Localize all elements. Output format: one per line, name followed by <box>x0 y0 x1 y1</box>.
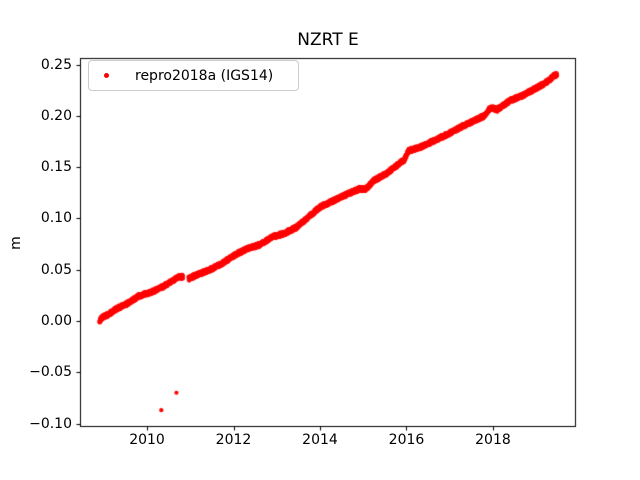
x-tick-label: 2016 <box>388 432 425 448</box>
y-tick-label: 0.05 <box>40 261 72 278</box>
y-tick-label: −0.10 <box>29 415 72 432</box>
legend-label: repro2018a (IGS14) <box>135 67 274 84</box>
x-tick-label: 2010 <box>129 432 165 448</box>
x-tick-label: 2018 <box>475 432 511 448</box>
legend-marker-dot-icon <box>104 73 109 78</box>
y-tick-label: −0.05 <box>29 364 72 381</box>
x-tick-label: 2012 <box>215 432 252 448</box>
y-tick-label: 0.10 <box>40 210 72 227</box>
chart-title: NZRT E <box>297 30 359 50</box>
y-tick-label: 0.15 <box>40 159 72 176</box>
y-tick-label: 0.25 <box>40 56 72 73</box>
y-tick-label: 0.00 <box>40 312 72 329</box>
x-tick-label: 2014 <box>302 432 338 448</box>
y-axis-label: m <box>8 236 24 250</box>
legend: repro2018a (IGS14) <box>88 60 299 91</box>
y-tick-label: 0.20 <box>40 107 72 124</box>
